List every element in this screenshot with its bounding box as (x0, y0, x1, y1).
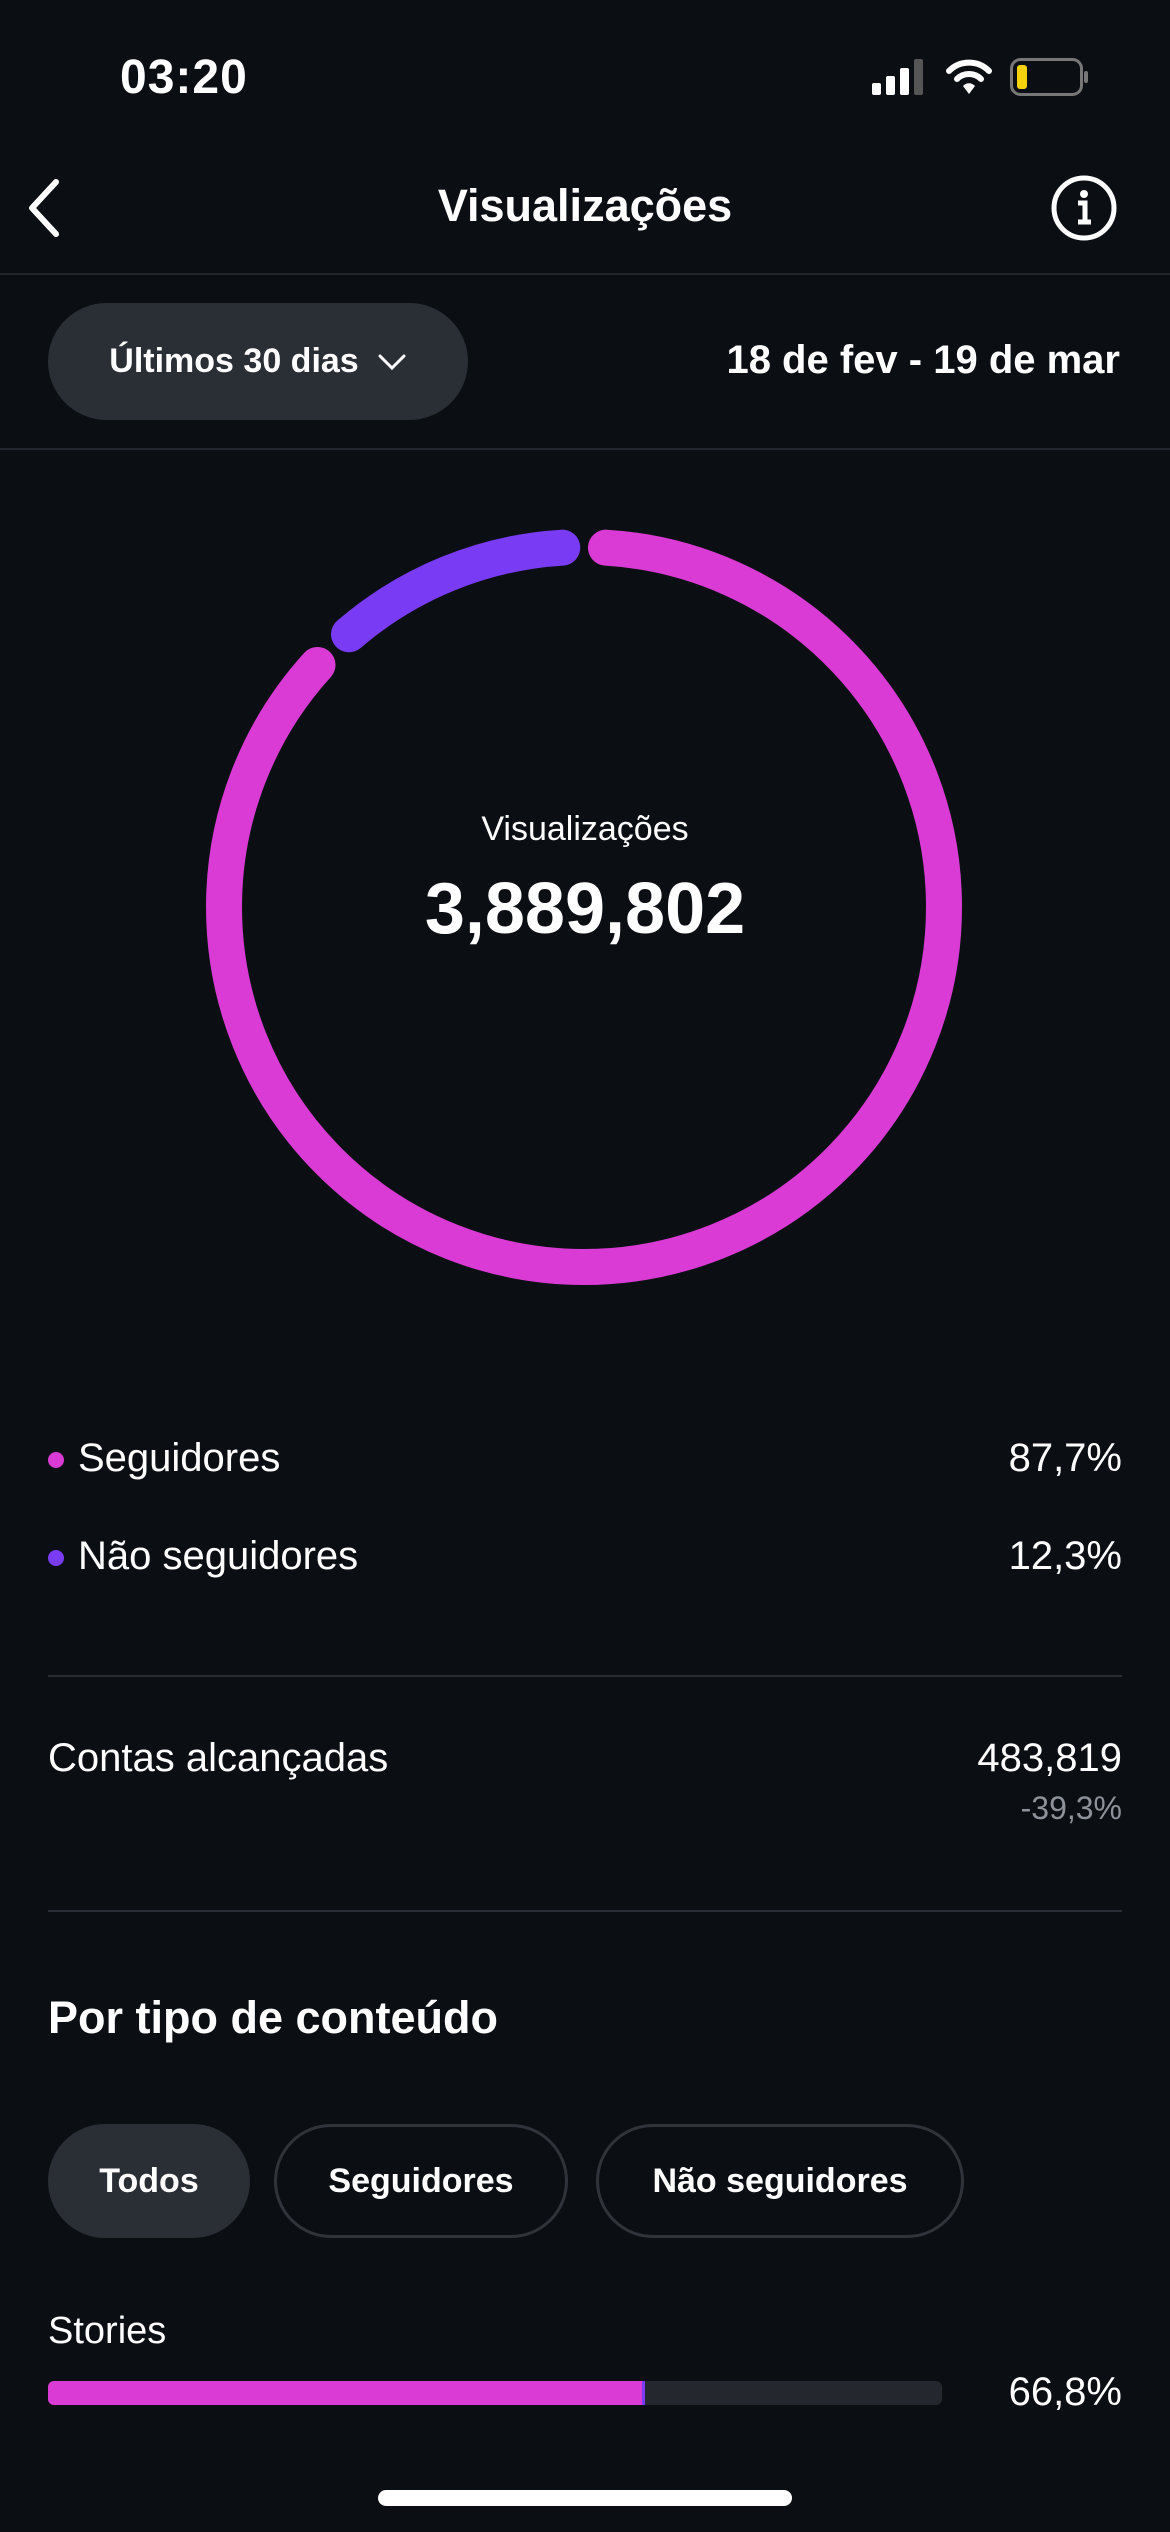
page-title: Visualizações (437, 180, 733, 231)
content-item-value: 66,8% (1008, 2370, 1122, 2414)
legend-value: 87,7% (1008, 1436, 1122, 1480)
donut-segment-seguidores (206, 529, 962, 1285)
stories-progress-bar (48, 2381, 942, 2405)
home-indicator[interactable] (378, 2490, 792, 2506)
date-range: 18 de fev - 19 de mar (726, 338, 1120, 382)
legend-dot (48, 1550, 64, 1567)
reach-label: Contas alcançadas (48, 1736, 389, 1780)
chevron-down-icon (378, 354, 406, 370)
back-chevron-left-icon[interactable] (24, 178, 64, 238)
wifi-icon (946, 59, 992, 94)
chip-nao-seguidores[interactable]: Não seguidores (596, 2124, 964, 2238)
period-label: Últimos 30 dias (109, 342, 359, 380)
donut-value: 3,889,802 (424, 869, 746, 949)
period-dropdown[interactable]: Últimos 30 dias (48, 303, 468, 420)
views-donut-chart (206, 529, 962, 1285)
reach-value: 483,819 (977, 1736, 1122, 1780)
legend-label: Seguidores (78, 1436, 281, 1480)
status-icons (872, 58, 1090, 96)
info-icon[interactable] (1050, 174, 1118, 242)
donut-label: Visualizações (481, 810, 689, 848)
legend-row-nao-seguidores: Não seguidores 12,3% (48, 1534, 1122, 1579)
legend-label: Não seguidores (78, 1534, 359, 1578)
status-time: 03:20 (120, 51, 248, 104)
reach-row: Contas alcançadas 483,819 (48, 1736, 1122, 1781)
reach-change: -39,3% (1020, 1790, 1122, 1826)
legend-dot (48, 1452, 64, 1469)
stories-progress-fill (48, 2381, 646, 2405)
legend-row-seguidores: Seguidores 87,7% (48, 1436, 1122, 1481)
section-heading: Por tipo de conteúdo (48, 1992, 498, 2043)
signal-icon (872, 59, 923, 95)
divider (48, 1675, 1122, 1677)
divider (48, 1910, 1122, 1912)
divider (0, 273, 1170, 275)
chip-seguidores[interactable]: Seguidores (274, 2124, 568, 2238)
divider (0, 448, 1170, 450)
battery-icon (1010, 58, 1088, 96)
chip-todos[interactable]: Todos (48, 2124, 250, 2238)
content-item-label: Stories (48, 2310, 167, 2352)
legend-value: 12,3% (1008, 1534, 1122, 1578)
